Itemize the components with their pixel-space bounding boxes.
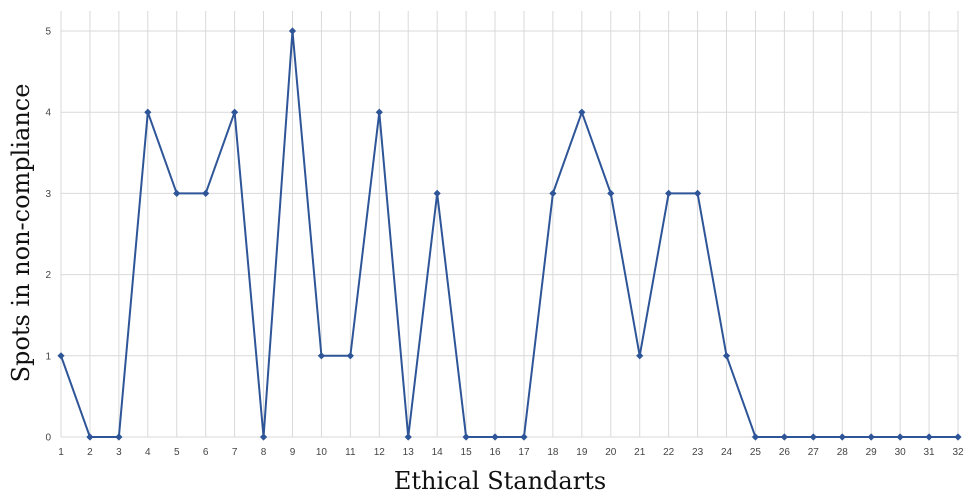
y-tick-label: 1 bbox=[45, 351, 51, 362]
x-tick-label: 29 bbox=[866, 447, 878, 458]
y-tick-label: 4 bbox=[45, 108, 51, 119]
x-tick-labels: 1 2 3 4 5 6 7 8 9 10 11 12 13 14 15 16 17 18 19 20 21 22 23 24 2… bbox=[58, 447, 964, 458]
y-tick-labels: 0 1 2 3 4 5 bbox=[45, 27, 51, 444]
x-tick-label: 30 bbox=[895, 447, 907, 458]
data-point bbox=[780, 433, 788, 441]
x-tick-label: 15 bbox=[461, 447, 473, 458]
data-point bbox=[288, 27, 297, 35]
y-tick-label: 0 bbox=[45, 433, 51, 444]
x-tick-label: 4 bbox=[145, 447, 151, 458]
data-point bbox=[491, 433, 499, 441]
y-tick-label: 2 bbox=[45, 270, 51, 281]
data-point bbox=[954, 433, 962, 441]
x-tick-label: 2 bbox=[87, 447, 93, 458]
data-point bbox=[173, 189, 181, 197]
x-tick-label: 24 bbox=[721, 447, 733, 458]
data-point bbox=[578, 108, 586, 116]
y-tick-label: 5 bbox=[45, 27, 51, 38]
x-tick-label: 22 bbox=[663, 447, 675, 458]
data-point bbox=[607, 189, 615, 197]
data-series bbox=[57, 27, 962, 441]
x-tick-label: 9 bbox=[290, 447, 296, 458]
data-point bbox=[346, 352, 354, 360]
data-point bbox=[722, 352, 731, 360]
y-tick-label: 3 bbox=[45, 189, 51, 200]
data-point bbox=[549, 189, 557, 197]
data-point bbox=[520, 433, 528, 441]
x-tick-label: 32 bbox=[952, 447, 964, 458]
data-point bbox=[809, 433, 817, 441]
data-point bbox=[231, 108, 239, 116]
x-tick-label: 10 bbox=[316, 447, 328, 458]
data-point bbox=[375, 108, 383, 116]
data-point bbox=[896, 433, 904, 441]
series-line bbox=[60, 30, 958, 438]
data-point bbox=[462, 433, 470, 441]
x-axis-title: Ethical Standarts bbox=[394, 467, 606, 495]
data-point bbox=[925, 433, 933, 441]
x-tick-label: 26 bbox=[779, 447, 791, 458]
data-point bbox=[86, 433, 94, 441]
x-tick-label: 11 bbox=[345, 447, 356, 458]
data-point bbox=[404, 433, 412, 441]
gridlines bbox=[60, 11, 959, 438]
x-tick-label: 6 bbox=[203, 447, 209, 458]
x-tick-label: 7 bbox=[232, 447, 238, 458]
x-tick-label: 31 bbox=[924, 447, 936, 458]
data-point bbox=[867, 433, 875, 441]
y-axis-title: Spots in non-compliance bbox=[7, 84, 35, 383]
data-point bbox=[751, 433, 760, 441]
x-tick-label: 21 bbox=[634, 447, 646, 458]
x-tick-label: 1 bbox=[58, 447, 64, 458]
data-point bbox=[636, 352, 644, 360]
x-tick-label: 3 bbox=[116, 447, 122, 458]
x-tick-label: 19 bbox=[576, 447, 588, 458]
data-point bbox=[259, 433, 268, 441]
x-tick-label: 13 bbox=[403, 447, 415, 458]
data-point bbox=[144, 108, 152, 116]
data-point bbox=[317, 352, 326, 360]
x-tick-label: 14 bbox=[432, 447, 444, 458]
x-tick-label: 25 bbox=[750, 447, 762, 458]
x-tick-label: 5 bbox=[174, 447, 180, 458]
data-point bbox=[202, 189, 210, 197]
x-tick-label: 27 bbox=[808, 447, 820, 458]
x-tick-label: 28 bbox=[837, 447, 849, 458]
x-tick-label: 23 bbox=[692, 447, 704, 458]
data-point bbox=[115, 433, 123, 441]
x-tick-label: 8 bbox=[261, 447, 267, 458]
x-tick-label: 18 bbox=[547, 447, 559, 458]
data-point bbox=[433, 189, 441, 197]
x-tick-label: 12 bbox=[374, 447, 386, 458]
x-tick-label: 17 bbox=[518, 447, 530, 458]
data-point bbox=[665, 189, 673, 197]
x-tick-label: 16 bbox=[489, 447, 501, 458]
x-tick-label: 20 bbox=[605, 447, 617, 458]
data-point bbox=[838, 433, 846, 441]
data-point bbox=[57, 352, 65, 360]
data-point bbox=[693, 189, 702, 197]
